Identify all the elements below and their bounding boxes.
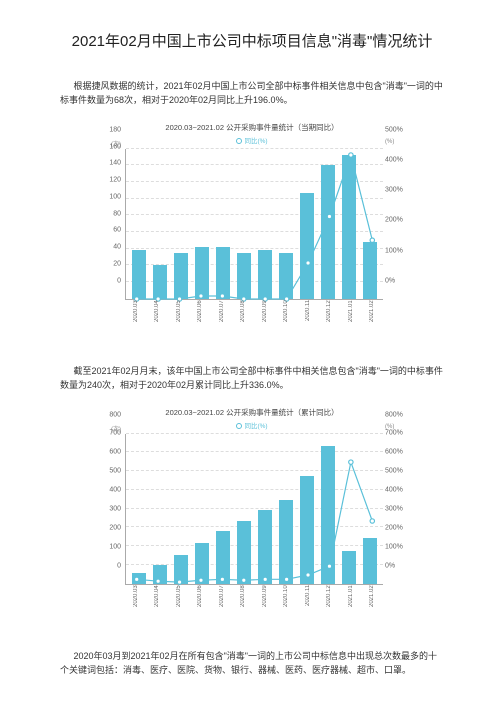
- x-axis-label: 2020.12: [326, 585, 332, 609]
- x-axis-label: 2020.10: [283, 585, 289, 609]
- legend-dot-icon: [236, 138, 242, 144]
- x-axis-label: 2020.05: [176, 300, 182, 324]
- legend-dot-icon: [236, 423, 242, 429]
- paragraph-1: 根据捷风数据的统计，2021年02月中国上市公司全部中标事件相关信息中包含"消毒…: [60, 79, 444, 108]
- paragraph-3: 2020年03月到2021年02月在所有包含"消毒"一词的上市公司中标信息中出现…: [60, 649, 444, 678]
- x-axis-label: 2021.02: [369, 585, 375, 609]
- x-axis-label: 2020.03: [133, 585, 139, 609]
- chart-1-area: (次)020406080100120140160180(%)0%100%200%…: [97, 149, 407, 324]
- x-axis-label: 2020.07: [219, 300, 225, 324]
- paragraph-2: 截至2021年02月月末，该年中国上市公司全部中标事件中相关信息包含"消毒"一词…: [60, 364, 444, 393]
- x-axis-label: 2020.09: [262, 300, 268, 324]
- x-axis-label: 2020.11: [305, 585, 311, 609]
- x-axis-label: 2020.03: [133, 300, 139, 324]
- x-axis-label: 2020.09: [262, 585, 268, 609]
- x-axis-label: 2020.07: [219, 585, 225, 609]
- chart-1-legend-label: 同比(%): [244, 138, 267, 145]
- x-axis-label: 2020.10: [283, 300, 289, 324]
- x-axis-label: 2020.04: [154, 300, 160, 324]
- chart-2: 2020.03~2021.02 公开采购事件量统计（累计同比） 同比(%) (次…: [60, 407, 444, 609]
- chart-2-area: (次)0100200300400500600700800(%)0%100%200…: [97, 434, 407, 609]
- x-axis-label: 2020.04: [154, 585, 160, 609]
- x-axis-label: 2020.11: [305, 300, 311, 324]
- x-axis-label: 2020.08: [240, 585, 246, 609]
- x-axis-label: 2020.08: [240, 300, 246, 324]
- x-axis-label: 2020.05: [176, 585, 182, 609]
- chart-2-legend-label: 同比(%): [244, 423, 267, 430]
- page-wrap: 2021年02月中国上市公司中标项目信息"消毒"情况统计 根据捷风数据的统计，2…: [0, 0, 504, 701]
- x-axis-label: 2020.12: [326, 300, 332, 324]
- x-axis-label: 2021.02: [369, 300, 375, 324]
- chart-1: 2020.03~2021.02 公开采购事件量统计（当期同比） 同比(%) (次…: [60, 122, 444, 324]
- x-axis-label: 2020.06: [197, 300, 203, 324]
- x-axis-label: 2020.06: [197, 585, 203, 609]
- x-axis-label: 2021.01: [348, 585, 354, 609]
- x-axis-label: 2021.01: [348, 300, 354, 324]
- page-title: 2021年02月中国上市公司中标项目信息"消毒"情况统计: [60, 30, 444, 51]
